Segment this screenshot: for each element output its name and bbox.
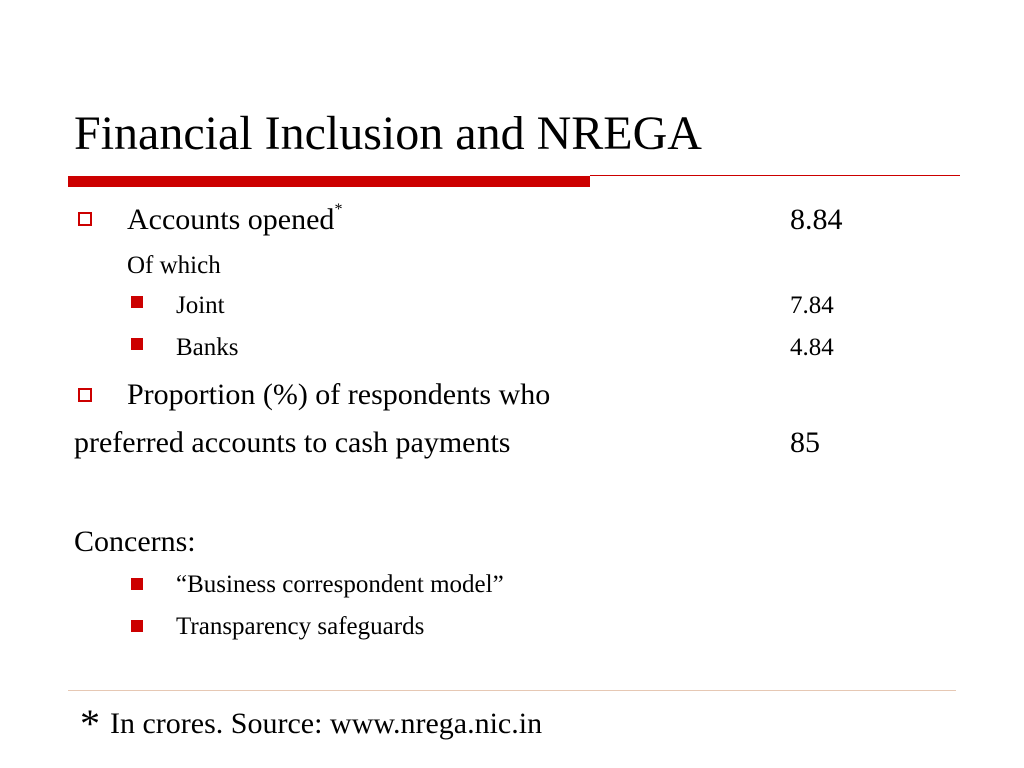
banks-value: 4.84 — [790, 334, 834, 361]
proportion-line-2: preferred accounts to cash payments — [74, 426, 511, 459]
filled-square-bullet-icon — [131, 620, 143, 632]
footer-divider — [68, 690, 956, 691]
joint-value: 7.84 — [790, 292, 834, 319]
hollow-square-bullet-icon — [78, 388, 92, 402]
banks-label: Banks — [176, 334, 239, 361]
accounts-opened-text: Accounts opened — [127, 203, 335, 236]
filled-square-bullet-icon — [131, 578, 143, 590]
filled-square-bullet-icon — [131, 338, 143, 350]
hollow-square-bullet-icon — [78, 212, 92, 226]
footnote: * In crores. Source: www.nrega.nic.in — [80, 700, 542, 744]
footnote-mark: * — [334, 201, 343, 218]
accounts-opened-label: Accounts opened* — [127, 202, 342, 238]
filled-square-bullet-icon — [131, 296, 143, 308]
concern-item: Transparency safeguards — [176, 613, 425, 640]
accounts-opened-value: 8.84 — [790, 203, 843, 236]
joint-label: Joint — [176, 292, 225, 319]
slide-title: Financial Inclusion and NREGA — [74, 107, 702, 160]
concerns-heading: Concerns: — [74, 525, 196, 558]
proportion-line-1: Proportion (%) of respondents who — [127, 378, 551, 411]
concern-item: “Business correspondent model” — [176, 571, 504, 598]
title-underline-thick — [68, 176, 590, 187]
of-which-label: Of which — [127, 252, 221, 279]
footnote-text: In crores. Source: www.nrega.nic.in — [110, 707, 543, 740]
proportion-value: 85 — [790, 426, 820, 459]
title-underline-thin — [590, 175, 960, 176]
footnote-star: * — [80, 701, 100, 746]
